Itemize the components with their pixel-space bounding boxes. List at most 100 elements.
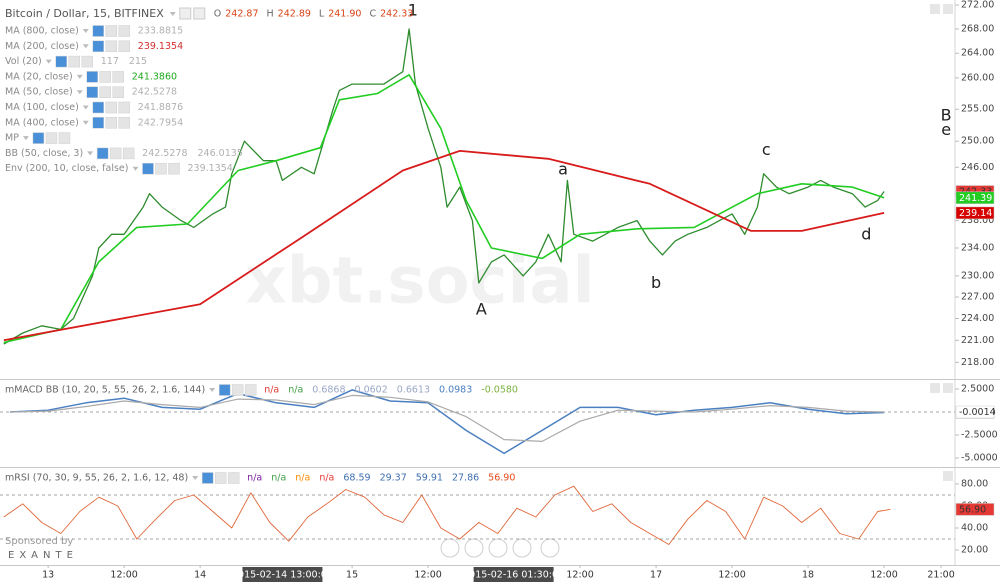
indicator-value: n/a: [264, 385, 279, 396]
dropdown-arrow[interactable]: [82, 44, 89, 49]
indicator-value: 0.0602: [355, 385, 388, 396]
dropdown-arrow[interactable]: [132, 166, 139, 171]
indicator-name: MA (100, close): [5, 102, 79, 113]
y-tick-label: 224.00: [961, 313, 994, 324]
indicator-button[interactable]: [81, 55, 93, 68]
x-tick-label: 12:00: [566, 570, 593, 581]
pane-button[interactable]: [930, 4, 940, 14]
last-value-tag: [955, 206, 995, 220]
pane-button[interactable]: [943, 383, 953, 393]
indicator-button[interactable]: [68, 55, 80, 68]
y-tick-label: 264.00: [961, 48, 994, 59]
dropdown-arrow[interactable]: [76, 74, 83, 79]
indicator-button[interactable]: [105, 117, 118, 129]
wave-label: d: [861, 224, 871, 243]
last-value-tag: [955, 405, 995, 419]
series-line: [3, 485, 891, 545]
dropdown-arrow[interactable]: [22, 136, 29, 141]
indicator-button[interactable]: [244, 384, 257, 396]
y-tick-label: 246.00: [961, 162, 994, 173]
y-tick-label: -5.0000: [961, 452, 998, 463]
x-tick-label: 13: [42, 570, 54, 581]
indicator-button[interactable]: [96, 147, 109, 160]
indicator-button[interactable]: [118, 40, 131, 53]
indicator-button[interactable]: [201, 472, 214, 484]
y-tick-label: 250.00: [961, 136, 994, 147]
indicator-button[interactable]: [86, 86, 98, 98]
dropdown-arrow[interactable]: [45, 59, 52, 64]
series-line: [3, 150, 885, 342]
indicator-button[interactable]: [105, 101, 118, 114]
indicator-button[interactable]: [142, 162, 154, 175]
indicator-button[interactable]: [112, 71, 124, 83]
nav-button[interactable]: [540, 538, 560, 558]
indicator-button[interactable]: [112, 86, 124, 98]
dropdown-arrow[interactable]: [192, 476, 199, 480]
crosshair-time-box: [242, 567, 323, 582]
indicator-button[interactable]: [168, 162, 180, 175]
wave-label: A: [476, 299, 487, 318]
indicator-button[interactable]: [58, 132, 71, 144]
indicator-button[interactable]: [118, 25, 131, 37]
crosshair-time-label: 2015-02-16 01:30:00: [463, 570, 564, 581]
indicator-value: 239.1354: [138, 41, 183, 52]
indicator-value: 239.1354: [188, 163, 233, 174]
wave-label: c: [762, 140, 771, 159]
pane-button[interactable]: [930, 383, 940, 393]
dropdown-arrow[interactable]: [82, 29, 89, 33]
indicator-button[interactable]: [118, 117, 131, 129]
indicator-button[interactable]: [92, 40, 105, 53]
dropdown-arrow[interactable]: [87, 151, 94, 156]
ohlc-key: C: [369, 9, 376, 20]
x-tick-label: 18: [802, 570, 814, 581]
indicator-button[interactable]: [92, 25, 105, 37]
series-line: [3, 74, 885, 344]
dropdown-arrow[interactable]: [82, 120, 89, 125]
wave-label: B: [941, 106, 952, 125]
indicator-button[interactable]: [99, 71, 111, 83]
indicator-button[interactable]: [231, 384, 244, 396]
y-tick-label: 238.00: [961, 215, 994, 226]
indicator-button[interactable]: [99, 86, 111, 98]
indicator-button[interactable]: [92, 117, 105, 129]
pane-button[interactable]: [943, 4, 953, 14]
ohlc-key: L: [319, 9, 325, 20]
dropdown-arrow[interactable]: [82, 105, 89, 110]
indicator-button[interactable]: [86, 71, 98, 83]
indicator-button[interactable]: [218, 384, 231, 396]
indicator-button[interactable]: [214, 472, 227, 484]
indicator-button[interactable]: [55, 55, 67, 68]
ohlc-key: H: [267, 9, 274, 20]
indicator-value: 0.6868: [312, 385, 345, 396]
dropdown-arrow[interactable]: [76, 90, 83, 95]
dropdown-arrow[interactable]: [169, 12, 176, 16]
indicator-button[interactable]: [45, 132, 58, 144]
indicator-button[interactable]: [32, 132, 45, 144]
series-line: [10, 394, 885, 442]
indicator-value: 246.0135: [198, 148, 243, 159]
x-tick-label: 15: [346, 570, 358, 581]
last-value-tag: [955, 503, 995, 516]
y-tick-label: -2.5000: [961, 429, 998, 440]
indicator-button[interactable]: [109, 147, 122, 160]
indicator-value: 29.37: [380, 473, 407, 484]
indicator-button[interactable]: [155, 162, 167, 175]
indicator-title: mMACD BB (10, 20, 5, 55, 26, 2, 1.6, 144…: [5, 385, 205, 396]
header-button[interactable]: [193, 7, 206, 20]
indicator-value: -0.0580: [481, 385, 518, 396]
y-tick-label: 40.00: [961, 523, 988, 534]
y-tick-label: 221.00: [961, 335, 994, 346]
indicator-button[interactable]: [105, 40, 118, 53]
x-tick-label: 12:00: [870, 570, 897, 581]
indicator-button[interactable]: [92, 101, 105, 114]
last-value-tag: [955, 191, 995, 205]
indicator-value: 0.0983: [439, 385, 472, 396]
sponsor-name: EXANTE: [8, 550, 78, 561]
pane-button[interactable]: [943, 471, 953, 481]
indicator-button[interactable]: [105, 25, 118, 37]
indicator-button[interactable]: [118, 101, 131, 114]
indicator-button[interactable]: [122, 147, 135, 160]
dropdown-arrow[interactable]: [209, 388, 216, 392]
header-button[interactable]: [179, 7, 192, 20]
indicator-button[interactable]: [227, 472, 240, 484]
